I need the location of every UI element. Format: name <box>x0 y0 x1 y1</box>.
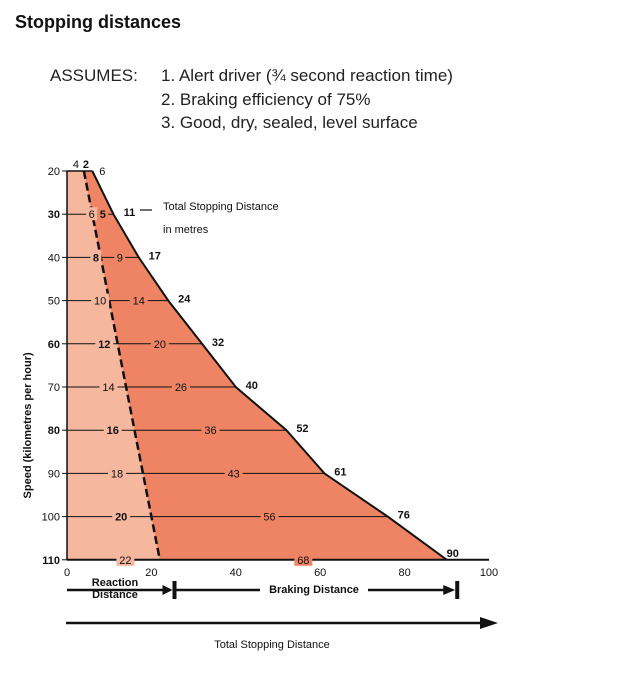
reaction-value-label: 20 <box>115 512 127 524</box>
braking-label-bg <box>201 423 220 437</box>
reaction-label-bg <box>112 509 131 523</box>
y-tick-label: 30 <box>48 209 60 221</box>
reaction-value-label: 22 <box>119 555 131 567</box>
reaction-label-bg <box>86 207 98 221</box>
braking-label-bg <box>260 509 279 523</box>
x-tick-label: 100 <box>480 567 498 579</box>
x-tick-label: 20 <box>145 567 157 579</box>
total-value-label: 17 <box>149 250 161 262</box>
reaction-label-bg <box>90 250 102 264</box>
braking-value-label: 43 <box>228 468 240 480</box>
reaction-value-label: 4 <box>73 159 79 171</box>
braking-end-bar <box>455 581 460 599</box>
reaction-label-bg <box>99 380 118 393</box>
reaction-value-label: 6 <box>89 209 95 221</box>
reaction-legend-line-2: Distance <box>92 589 138 601</box>
total-arrowhead <box>480 617 498 629</box>
braking-value-label: 56 <box>263 512 275 524</box>
braking-distance-area <box>67 171 447 560</box>
reaction-label-bg <box>103 423 122 437</box>
total-value-label: 61 <box>334 466 346 478</box>
braking-label-bg <box>224 466 243 480</box>
total-value-label: 11 <box>124 207 136 219</box>
total-value-label: 6 <box>99 166 105 178</box>
reaction-arrowhead <box>162 585 173 595</box>
x-tick-label: 80 <box>398 567 410 579</box>
y-tick-label: 20 <box>48 166 60 178</box>
assumes-label: ASSUMES: <box>50 66 138 85</box>
braking-arrowhead <box>443 585 456 595</box>
x-tick-label: 40 <box>230 567 242 579</box>
total-value-label: 32 <box>212 337 224 349</box>
total-value-label: 52 <box>296 423 308 435</box>
y-tick-label: 80 <box>48 425 60 437</box>
total-value-label: 40 <box>246 380 258 392</box>
braking-label-bg <box>294 552 313 566</box>
braking-label-bg <box>150 336 169 350</box>
assumption-2: 2. Braking efficiency of 75% <box>161 90 371 109</box>
y-tick-label: 90 <box>48 468 60 480</box>
braking-legend-bg <box>260 582 368 596</box>
reaction-value-label: 18 <box>111 468 123 480</box>
y-axis-label: Speed (kilometres per hour) <box>22 352 34 498</box>
y-tick-label: 70 <box>48 382 60 394</box>
reaction-value-label: 10 <box>94 296 106 308</box>
total-stopping-curve <box>91 170 448 561</box>
y-tick-label: 50 <box>48 296 60 308</box>
reaction-value-label: 16 <box>107 425 119 437</box>
braking-label-bg <box>97 207 109 221</box>
braking-label-bg <box>171 380 190 393</box>
total-value-label: 90 <box>447 548 459 560</box>
braking-value-label: 68 <box>297 555 309 567</box>
reaction-label-bg <box>107 466 126 480</box>
annotation-line-2: in metres <box>163 224 209 236</box>
annotation-line-1: Total Stopping Distance <box>163 201 279 213</box>
x-tick-label: 0 <box>64 567 70 579</box>
braking-value-label: 20 <box>154 339 166 351</box>
braking-value-label: 2 <box>83 159 89 171</box>
total-value-label: 24 <box>178 294 191 306</box>
braking-value-label: 26 <box>175 382 187 394</box>
braking-label-bg <box>129 293 148 307</box>
x-tick-label: 60 <box>314 567 326 579</box>
reaction-label-bg <box>91 293 110 307</box>
total-value-label: 76 <box>398 510 410 522</box>
reaction-value-label: 12 <box>98 339 110 351</box>
braking-value-label: 5 <box>100 209 106 221</box>
y-tick-label: 60 <box>48 339 60 351</box>
y-tick-label: 40 <box>48 252 60 264</box>
reaction-legend-line-1: Reaction <box>92 577 139 589</box>
y-tick-label: 110 <box>42 555 60 567</box>
braking-value-label: 14 <box>133 296 145 308</box>
reaction-end-bar <box>172 581 177 599</box>
reaction-label-bg <box>95 336 114 350</box>
reaction-value-label: 8 <box>93 252 99 264</box>
assumption-1: 1. Alert driver (¾ second reaction time) <box>161 66 453 85</box>
reaction-label-bg <box>116 552 135 566</box>
reaction-value-label: 14 <box>102 382 114 394</box>
braking-label-bg <box>114 250 126 264</box>
y-tick-label: 100 <box>42 512 60 524</box>
braking-value-label: 9 <box>117 252 123 264</box>
braking-value-label: 36 <box>204 425 216 437</box>
assumption-3: 3. Good, dry, sealed, level surface <box>161 113 418 132</box>
braking-legend-label: Braking Distance <box>269 584 359 596</box>
reaction-distance-area <box>67 171 160 560</box>
page-title: Stopping distances <box>15 12 182 32</box>
reaction-dashed-line <box>82 170 162 561</box>
total-legend-label: Total Stopping Distance <box>214 639 330 651</box>
